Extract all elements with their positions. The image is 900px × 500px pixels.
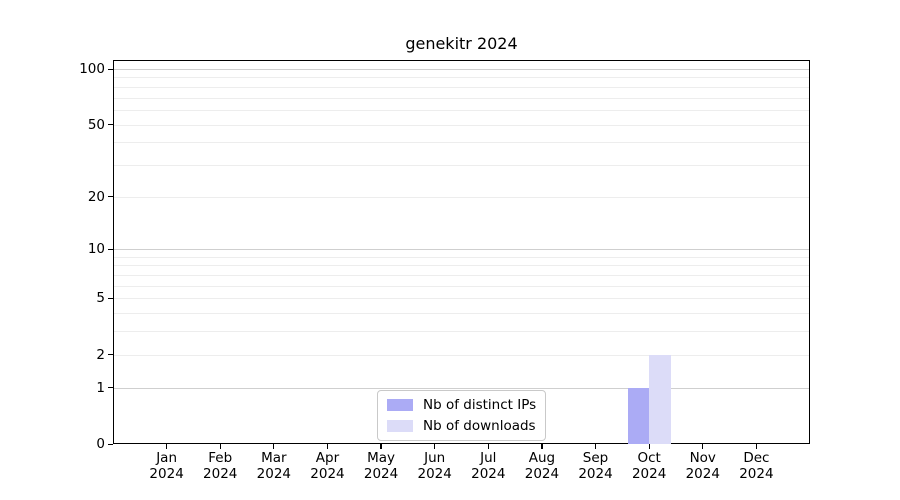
bar-distinct-ips: [627, 387, 650, 444]
x-axis-tick: [166, 444, 168, 449]
y-axis-tick-label: 5: [96, 290, 105, 307]
y-axis-tick: [108, 124, 113, 126]
x-axis-tick: [326, 444, 329, 449]
x-axis-year-label: 2024: [685, 466, 720, 482]
x-axis-tick: [273, 444, 275, 449]
bar-downloads: [649, 354, 671, 444]
x-axis-tick: [755, 444, 757, 449]
x-axis-year-label: 2024: [578, 466, 613, 482]
x-axis-year-label: 2024: [363, 466, 399, 482]
gridline-minor: [114, 331, 809, 333]
x-axis-year-label: 2024: [631, 466, 667, 482]
gridline-minor: [114, 109, 809, 111]
x-axis-tick-label: Mar 2024: [242, 450, 306, 482]
y-axis-tick-label: 10: [87, 241, 105, 258]
gridline-minor: [114, 142, 809, 144]
gridline-minor: [114, 313, 809, 315]
x-axis-year-label: 2024: [149, 466, 184, 482]
legend-swatch-downloads: [387, 419, 413, 432]
x-axis-tick: [541, 444, 543, 449]
y-axis-tick: [108, 196, 113, 198]
x-axis-tick-label: Aug 2024: [510, 450, 574, 482]
y-axis-tick: [108, 387, 113, 389]
y-axis-tick-label: 2: [96, 346, 105, 363]
x-axis-year-label: 2024: [524, 466, 560, 482]
gridline-major: [114, 69, 809, 70]
y-axis-tick-label: 1: [96, 379, 105, 396]
x-axis-year-label: 2024: [417, 466, 452, 482]
gridline-minor: [114, 164, 809, 166]
gridline-minor: [114, 196, 809, 198]
gridline-minor: [114, 275, 809, 277]
y-axis-tick-label: 50: [87, 116, 105, 133]
x-axis-year-label: 2024: [310, 466, 345, 482]
y-axis-tick-label: 0: [96, 436, 105, 452]
x-axis-tick-label: Sep 2024: [564, 450, 628, 482]
gridline-minor: [114, 124, 809, 126]
gridline-major: [114, 249, 809, 251]
x-axis-tick: [594, 444, 597, 449]
x-axis-tick-label: Oct 2024: [617, 450, 681, 482]
legend-swatch-distinct-ips: [387, 398, 413, 411]
gridline-major: [114, 387, 809, 389]
x-axis-tick-label: Feb 2024: [188, 450, 252, 482]
legend: Nb of distinct IPs Nb of downloads: [377, 390, 547, 441]
x-axis-tick: [434, 444, 436, 449]
x-axis-tick-label: Jan 2024: [135, 450, 199, 482]
y-axis-tick: [108, 297, 113, 300]
x-axis-tick-label: Apr 2024: [295, 450, 359, 482]
legend-label-distinct-ips: Nb of distinct IPs: [423, 396, 537, 413]
gridline-minor: [114, 265, 809, 267]
x-axis-year-label: 2024: [203, 466, 238, 482]
plot-area: [113, 60, 810, 444]
y-axis-tick-label: 20: [87, 188, 105, 205]
x-axis-tick-label: Jul 2024: [456, 450, 520, 482]
x-axis-year-label: 2024: [739, 466, 774, 482]
x-axis-tick: [702, 444, 704, 449]
y-axis-tick: [108, 354, 113, 356]
x-axis-tick-label: May 2024: [349, 450, 413, 482]
x-axis-tick: [219, 444, 221, 449]
gridline-minor: [114, 86, 809, 88]
y-axis-tick-label: 100: [79, 61, 105, 77]
legend-label-downloads: Nb of downloads: [423, 417, 536, 434]
chart-title: genekitr 2024: [405, 34, 518, 53]
gridline-minor: [114, 354, 809, 356]
x-axis-tick: [487, 444, 489, 449]
y-axis-tick: [108, 443, 113, 445]
gridline-minor: [114, 77, 809, 79]
gridline-minor: [114, 256, 809, 258]
legend-item-distinct-ips: Nb of distinct IPs: [387, 395, 536, 414]
gridline-minor: [114, 298, 809, 300]
x-axis-tick: [648, 444, 650, 449]
x-axis-year-label: 2024: [471, 466, 506, 482]
gridline-minor: [114, 97, 809, 99]
gridline-minor: [114, 285, 809, 287]
x-axis-tick-label: Nov 2024: [671, 450, 735, 482]
y-axis-tick: [108, 68, 113, 70]
x-axis-year-label: 2024: [256, 466, 292, 482]
y-axis-tick: [108, 248, 113, 250]
legend-item-downloads: Nb of downloads: [387, 416, 536, 435]
x-axis-tick: [380, 444, 382, 449]
x-axis-tick-label: Jun 2024: [403, 450, 467, 482]
x-axis-tick-label: Dec 2024: [724, 450, 788, 482]
